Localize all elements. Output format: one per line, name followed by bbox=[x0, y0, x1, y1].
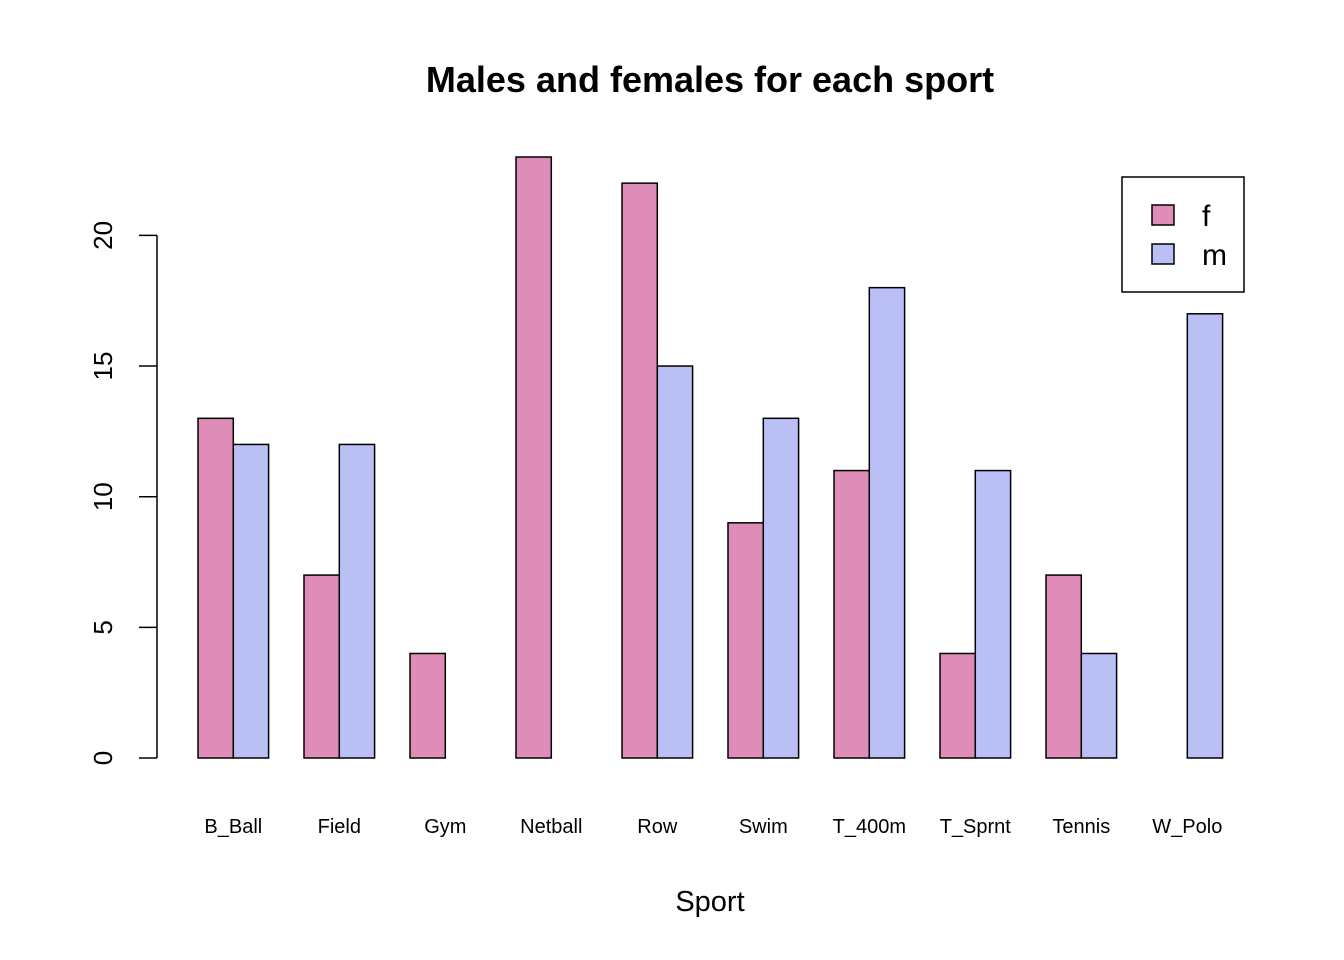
chart-title: Males and females for each sport bbox=[426, 59, 994, 100]
bar-f-Gym bbox=[409, 652, 447, 759]
legend: fm bbox=[1121, 176, 1245, 293]
legend-swatch-f bbox=[1151, 204, 1175, 226]
legend-box bbox=[1121, 176, 1245, 293]
x-tick-label: B_Ball bbox=[204, 816, 262, 838]
bar-f-B_Ball bbox=[197, 417, 235, 759]
bar-f-Field bbox=[303, 574, 341, 759]
bar-f-T_400m bbox=[833, 469, 871, 759]
x-tick-label: Field bbox=[318, 816, 361, 838]
legend-label-m: m bbox=[1202, 239, 1227, 272]
y-tick-label: 0 bbox=[88, 751, 118, 765]
x-tick-label: T_Sprnt bbox=[940, 816, 1012, 838]
x-tick-labels: B_Ball Field Gym Netball Row Swim T_400m T_Sprn… bbox=[204, 816, 1222, 838]
y-tick-label: 15 bbox=[88, 352, 118, 381]
x-tick-label: Netball bbox=[520, 816, 582, 838]
x-tick-label: W_Polo bbox=[1152, 816, 1222, 838]
y-tick-label: 20 bbox=[88, 221, 118, 250]
legend-label-f: f bbox=[1202, 200, 1211, 233]
y-tick-label: 5 bbox=[88, 620, 118, 634]
bar-f-T_Sprnt bbox=[939, 652, 977, 759]
x-tick-label: Tennis bbox=[1052, 816, 1110, 838]
y-axis: 0 5 10 15 20 bbox=[88, 221, 158, 765]
bar-f-Netball bbox=[515, 156, 553, 759]
bar-f-Row bbox=[621, 182, 659, 759]
bar-m-T_Sprnt bbox=[974, 469, 1012, 759]
bar-m-B_Ball bbox=[232, 443, 270, 759]
x-tick-label: Swim bbox=[739, 816, 788, 838]
bar-m-Swim bbox=[762, 417, 800, 759]
y-tick-label: 10 bbox=[88, 482, 118, 511]
bar-m-Field bbox=[338, 443, 376, 759]
x-tick-label: Row bbox=[637, 816, 678, 838]
bar-m-Tennis bbox=[1080, 652, 1118, 759]
bar-m-T_400m bbox=[868, 286, 906, 759]
legend-swatch-m bbox=[1151, 243, 1175, 265]
bar-f-Swim bbox=[727, 522, 765, 759]
x-axis-label: Sport bbox=[675, 886, 744, 918]
bars-group bbox=[197, 156, 1224, 759]
bar-f-Tennis bbox=[1045, 574, 1083, 759]
bar-m-Row bbox=[656, 365, 694, 759]
x-tick-label: T_400m bbox=[833, 816, 906, 838]
bar-m-W_Polo bbox=[1186, 313, 1224, 759]
x-tick-label: Gym bbox=[424, 816, 466, 838]
